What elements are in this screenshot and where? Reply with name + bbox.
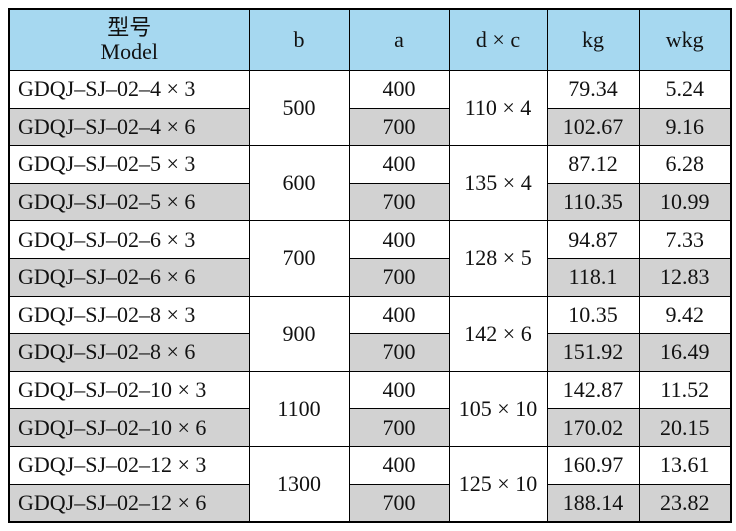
spec-table: 型号 Model b a d × c kg wkg GDQJ–SJ–02–4 × … bbox=[8, 8, 732, 524]
kg-cell: 188.14 bbox=[546, 483, 640, 523]
b-cell: 1300 bbox=[248, 445, 350, 523]
header-cell: 型号 Model bbox=[8, 8, 250, 71]
table-row: GDQJ–SJ–02–10 × 3 1100 400 105 × 10 142.87 11… bbox=[8, 370, 732, 447]
model-cell: GDQJ–SJ–02–6 × 3 bbox=[8, 220, 250, 259]
header-cell: wkg bbox=[638, 8, 732, 71]
wkg-cell: 5.24 bbox=[638, 70, 732, 109]
dxc-cell: 135 × 4 bbox=[448, 145, 548, 222]
kg-cell: 79.34 bbox=[546, 70, 640, 109]
model-cell: GDQJ–SJ–02–5 × 6 bbox=[8, 182, 250, 222]
a-cell: 400 bbox=[348, 295, 450, 335]
wkg-cell: 11.52 bbox=[638, 370, 732, 410]
b-cell: 900 bbox=[248, 295, 350, 372]
a-cell: 400 bbox=[348, 70, 450, 109]
header-cell: b bbox=[248, 8, 350, 71]
table-row: GDQJ–SJ–02–4 × 3 500 400 110 × 4 79.34 5.24 bbox=[8, 69, 732, 147]
header-text: Model bbox=[100, 39, 158, 64]
kg-cell: 170.02 bbox=[546, 408, 640, 447]
kg-cell: 110.35 bbox=[546, 182, 640, 222]
b-cell: 1100 bbox=[248, 370, 350, 447]
wkg-cell: 13.61 bbox=[638, 445, 732, 485]
table-row: GDQJ–SJ–02–8 × 6 700 151.92 16.49 bbox=[8, 333, 732, 372]
table-row: GDQJ–SJ–02–6 × 3 700 400 128 × 5 94.87 7.33 bbox=[8, 220, 732, 297]
table-row: GDQJ–SJ–02–5 × 6 700 110.35 10.99 bbox=[8, 182, 732, 222]
dxc-cell: 105 × 10 bbox=[448, 370, 548, 447]
table-body: GDQJ–SJ–02–4 × 3 500 400 110 × 4 79.34 5.24 GD… bbox=[8, 69, 732, 523]
kg-cell: 102.67 bbox=[546, 107, 640, 147]
table-row: GDQJ–SJ–02–12 × 3 1300 400 125 × 10 160.97 13… bbox=[8, 445, 732, 523]
kg-cell: 151.92 bbox=[546, 333, 640, 372]
model-cell: GDQJ–SJ–02–8 × 6 bbox=[8, 333, 250, 372]
dxc-cell: 110 × 4 bbox=[448, 69, 548, 147]
model-cell: GDQJ–SJ–02–5 × 3 bbox=[8, 145, 250, 184]
header-cell: d × c bbox=[448, 8, 548, 71]
wkg-cell: 16.49 bbox=[638, 333, 732, 372]
a-cell: 700 bbox=[348, 333, 450, 372]
kg-cell: 160.97 bbox=[546, 445, 640, 485]
header-cell: kg bbox=[546, 8, 640, 71]
b-cell: 500 bbox=[248, 69, 350, 147]
table-row: GDQJ–SJ–02–4 × 6 700 102.67 9.16 bbox=[8, 107, 732, 147]
a-cell: 400 bbox=[348, 445, 450, 485]
kg-cell: 118.1 bbox=[546, 257, 640, 297]
model-cell: GDQJ–SJ–02–12 × 3 bbox=[8, 445, 250, 485]
wkg-cell: 7.33 bbox=[638, 220, 732, 259]
wkg-cell: 10.99 bbox=[638, 182, 732, 222]
wkg-cell: 9.42 bbox=[638, 295, 732, 335]
b-cell: 600 bbox=[248, 145, 350, 222]
kg-cell: 142.87 bbox=[546, 370, 640, 410]
table-row: GDQJ–SJ–02–5 × 3 600 400 135 × 4 87.12 6.28 bbox=[8, 145, 732, 222]
a-cell: 400 bbox=[348, 145, 450, 184]
table-row: GDQJ–SJ–02–10 × 6 700 170.02 20.15 bbox=[8, 408, 732, 447]
a-cell: 700 bbox=[348, 107, 450, 147]
kg-cell: 94.87 bbox=[546, 220, 640, 259]
a-cell: 700 bbox=[348, 257, 450, 297]
header-text: 型号 bbox=[107, 15, 152, 40]
a-cell: 700 bbox=[348, 182, 450, 222]
dxc-cell: 125 × 10 bbox=[448, 445, 548, 523]
header-row: 型号 Model b a d × c kg wkg bbox=[8, 8, 732, 71]
b-cell: 700 bbox=[248, 220, 350, 297]
model-cell: GDQJ–SJ–02–4 × 6 bbox=[8, 107, 250, 147]
wkg-cell: 20.15 bbox=[638, 408, 732, 447]
dxc-cell: 142 × 6 bbox=[448, 295, 548, 372]
header-cell: a bbox=[348, 8, 450, 71]
model-cell: GDQJ–SJ–02–6 × 6 bbox=[8, 257, 250, 297]
table-row: GDQJ–SJ–02–8 × 3 900 400 142 × 6 10.35 9.42 bbox=[8, 295, 732, 372]
model-cell: GDQJ–SJ–02–8 × 3 bbox=[8, 295, 250, 335]
model-cell: GDQJ–SJ–02–10 × 6 bbox=[8, 408, 250, 447]
kg-cell: 87.12 bbox=[546, 145, 640, 184]
wkg-cell: 6.28 bbox=[638, 145, 732, 184]
a-cell: 700 bbox=[348, 408, 450, 447]
table-row: GDQJ–SJ–02–6 × 6 700 118.1 12.83 bbox=[8, 257, 732, 297]
wkg-cell: 12.83 bbox=[638, 257, 732, 297]
dxc-cell: 128 × 5 bbox=[448, 220, 548, 297]
a-cell: 400 bbox=[348, 220, 450, 259]
wkg-cell: 23.82 bbox=[638, 483, 732, 523]
table-row: GDQJ–SJ–02–12 × 6 700 188.14 23.82 bbox=[8, 483, 732, 523]
wkg-cell: 9.16 bbox=[638, 107, 732, 147]
a-cell: 400 bbox=[348, 370, 450, 410]
model-cell: GDQJ–SJ–02–4 × 3 bbox=[8, 70, 250, 109]
a-cell: 700 bbox=[348, 483, 450, 523]
model-cell: GDQJ–SJ–02–12 × 6 bbox=[8, 483, 250, 523]
kg-cell: 10.35 bbox=[546, 295, 640, 335]
model-cell: GDQJ–SJ–02–10 × 3 bbox=[8, 370, 250, 410]
